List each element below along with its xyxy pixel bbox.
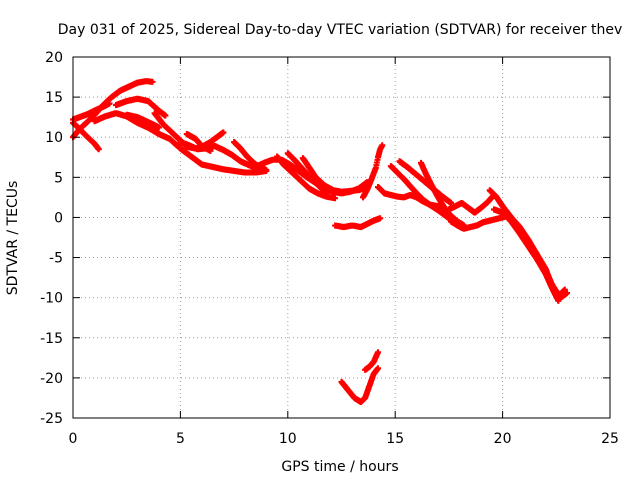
axis-ticks: 0 5 10 15 20 25 -25 -20 -15 -10 -5 0 5 10 15 20 — [40, 50, 619, 447]
x-tick-label: 0 — [69, 431, 78, 447]
y-tick-label: 0 — [54, 210, 63, 226]
plus-markers — [499, 209, 568, 300]
y-tick-label: -10 — [40, 291, 63, 307]
data-series-track-p — [338, 365, 381, 405]
x-tick-label: 5 — [176, 431, 185, 447]
data-series-track-i — [183, 131, 214, 154]
y-tick-label: -5 — [49, 251, 63, 267]
data-series-track-q — [362, 349, 381, 373]
y-tick-label: 10 — [45, 130, 63, 146]
x-tick-label: 20 — [494, 431, 512, 447]
y-tick-label: 20 — [45, 50, 63, 66]
plot-frame — [72, 56, 611, 419]
y-tick-label: -20 — [40, 371, 63, 387]
y-tick-label: -25 — [40, 411, 63, 427]
data-series-track-f — [123, 111, 162, 131]
data-series-track-l — [274, 153, 339, 202]
plus-markers — [445, 192, 497, 216]
plus-markers — [418, 159, 467, 229]
data-series-track-o — [332, 215, 384, 231]
data-series-track-n — [299, 155, 369, 195]
plus-markers — [362, 349, 381, 373]
chart-title: Day 031 of 2025, Sidereal Day-to-day VTE… — [58, 22, 622, 38]
data-points — [70, 78, 570, 405]
data-series-track-v — [418, 159, 467, 229]
plus-markers — [113, 95, 169, 119]
plus-markers — [332, 215, 384, 231]
y-tick-label: 15 — [45, 90, 63, 106]
data-series-track-r — [360, 142, 386, 201]
data-series-track-aa — [499, 209, 568, 300]
data-series-track-m — [284, 150, 330, 197]
plus-markers — [338, 365, 381, 405]
y-tick-label: -15 — [40, 331, 63, 347]
plus-markers — [284, 150, 330, 197]
plus-markers — [360, 142, 386, 201]
x-tick-label: 25 — [601, 431, 619, 447]
data-series-track-d — [91, 110, 270, 176]
plus-markers — [123, 111, 162, 131]
grid-lines — [73, 57, 610, 418]
x-tick-label: 10 — [279, 431, 297, 447]
plus-markers — [91, 110, 270, 176]
data-series-track-x — [445, 192, 497, 216]
data-series-track-w — [448, 212, 512, 232]
data-series-track-e — [113, 95, 169, 119]
plus-markers — [274, 153, 339, 202]
plus-markers — [183, 131, 214, 154]
y-tick-label: 5 — [54, 170, 63, 186]
plus-markers — [448, 212, 512, 232]
plus-markers — [299, 155, 369, 195]
x-tick-label: 15 — [386, 431, 404, 447]
y-axis-label: SDTVAR / TECUs — [5, 181, 21, 296]
x-axis-label: GPS time / hours — [281, 459, 398, 475]
